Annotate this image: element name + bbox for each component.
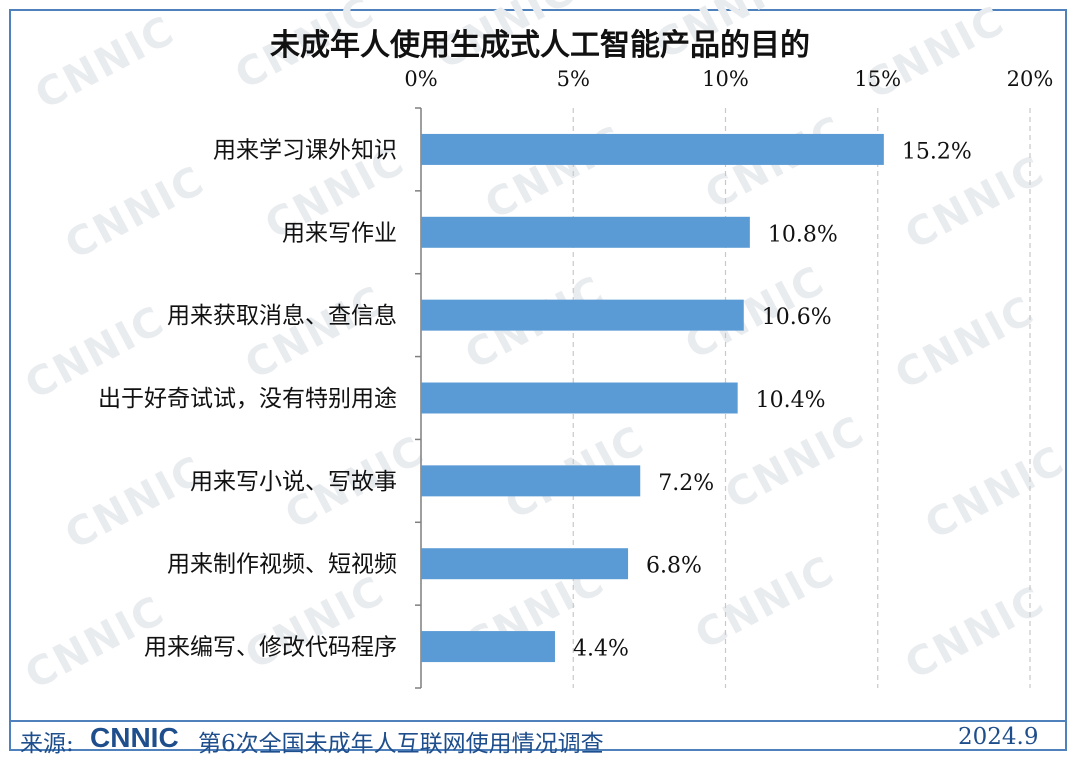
footer-source-label: 来源: (20, 731, 74, 757)
x-tick-label: 10% (702, 67, 749, 91)
cnnic-logo: CNNIC (90, 722, 179, 753)
value-label: 10.4% (756, 388, 826, 413)
bar (421, 382, 738, 414)
x-tick-label: 0% (404, 67, 437, 91)
value-label: 6.8% (646, 554, 702, 579)
category-label: 用来写作业 (282, 220, 397, 246)
category-label: 用来制作视频、短视频 (167, 552, 397, 578)
bar (421, 299, 744, 331)
bar (421, 548, 629, 580)
x-tick-label: 15% (854, 67, 901, 91)
footer-divider (11, 720, 1065, 722)
bar (421, 465, 641, 497)
x-tick-label: 20% (1007, 67, 1054, 91)
x-tick-label: 5% (557, 67, 590, 91)
value-label: 10.6% (762, 305, 832, 330)
category-label: 用来获取消息、查信息 (167, 303, 397, 329)
category-label: 用来编写、修改代码程序 (144, 635, 397, 661)
footer-date: 2024.9 (958, 724, 1039, 750)
value-label: 15.2% (902, 139, 972, 164)
footer-survey-name: 第6次全国未成年人互联网使用情况调查 (198, 731, 604, 757)
bar (421, 133, 884, 165)
bar (421, 631, 555, 663)
category-label: 用来写小说、写故事 (190, 469, 397, 495)
category-label: 出于好奇试试，没有特别用途 (98, 386, 397, 412)
category-label: 用来学习课外知识 (213, 137, 397, 163)
value-label: 7.2% (658, 471, 714, 496)
chart-frame (9, 9, 1067, 751)
value-label: 10.8% (768, 222, 838, 247)
chart-title: 未成年人使用生成式人工智能产品的目的 (270, 28, 810, 63)
value-label: 4.4% (573, 637, 629, 662)
bar (421, 216, 750, 248)
